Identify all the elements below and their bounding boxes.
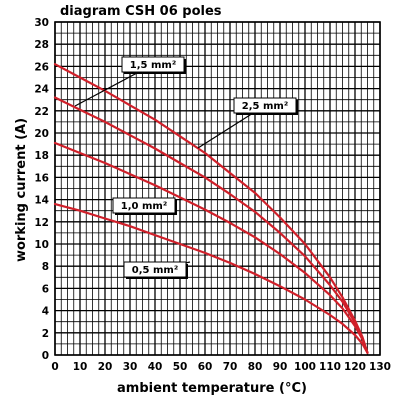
x-tick-label: 20 (98, 361, 113, 373)
y-tick-label: 4 (42, 306, 49, 318)
x-tick-label: 110 (319, 361, 341, 373)
y-tick-label: 18 (34, 150, 49, 162)
label-box (233, 97, 297, 114)
label-box (123, 261, 187, 278)
x-tick-label: 130 (369, 361, 391, 373)
x-tick-label: 120 (344, 361, 366, 373)
series-line (53, 202, 369, 354)
y-tick-label: 6 (42, 283, 49, 295)
y-tick-label: 16 (34, 172, 49, 184)
x-tick-label: 50 (173, 361, 188, 373)
label-box (121, 56, 185, 73)
series-labels: 1,5 mm² 2,5 mm² 1,0 mm² 0,5 mm² (74, 56, 298, 279)
series-line (53, 141, 369, 354)
chart-grid (54, 21, 381, 356)
series-label: 1,5 mm² (130, 60, 176, 71)
x-tick-label: 30 (123, 361, 138, 373)
series-label: 1,0 mm² (121, 201, 167, 212)
x-tick-label: 70 (223, 361, 238, 373)
y-tick-label: 2 (42, 328, 49, 340)
y-axis-label: working current (A) (14, 118, 29, 262)
x-tick-label: 90 (273, 361, 288, 373)
chart-series (53, 63, 369, 354)
y-tick-label: 26 (34, 61, 49, 73)
y-tick-label: 30 (34, 17, 49, 29)
y-tick-label: 20 (34, 128, 49, 140)
y-tick-label: 12 (34, 217, 49, 229)
chart-title: diagram CSH 06 poles (60, 4, 222, 19)
series-label: 2,5 mm² (242, 101, 288, 112)
x-tick-label: 10 (73, 361, 88, 373)
y-tick-label: 24 (34, 84, 49, 96)
y-tick-label: 0 (42, 350, 49, 362)
y-tick-label: 8 (42, 261, 49, 273)
x-tick-label: 80 (248, 361, 263, 373)
y-tick-label: 28 (34, 39, 49, 51)
y-tick-label: 22 (34, 106, 49, 118)
series-line (53, 96, 369, 354)
x-axis-label: ambient temperature (°C) (117, 381, 307, 396)
plot-frame (54, 21, 381, 356)
y-tick-label: 10 (34, 239, 49, 251)
x-tick-label: 60 (198, 361, 213, 373)
series-line (53, 63, 369, 354)
label-box (112, 197, 176, 214)
x-tick-label: 0 (51, 361, 58, 373)
y-tick-label: 14 (34, 195, 49, 207)
series-label: 0,5 mm² (132, 265, 178, 276)
x-tick-label: 100 (294, 361, 316, 373)
x-tick-label: 40 (148, 361, 163, 373)
